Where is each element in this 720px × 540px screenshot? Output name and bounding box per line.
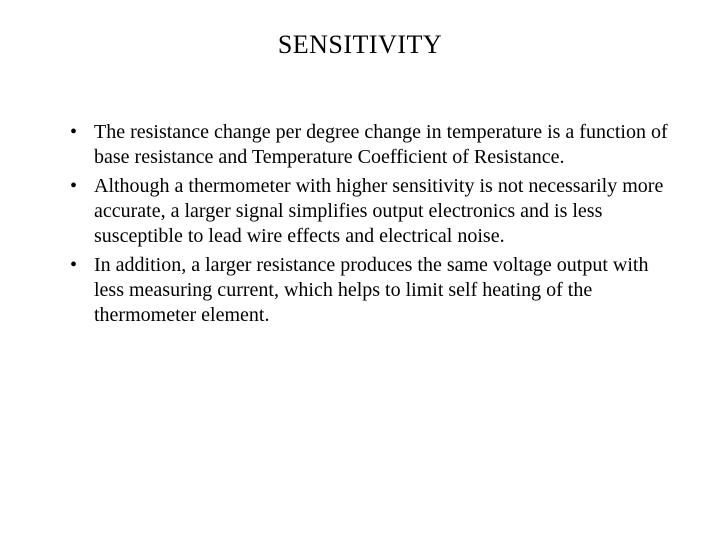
- list-item: In addition, a larger resistance produce…: [70, 253, 670, 328]
- bullet-list: The resistance change per degree change …: [50, 120, 670, 328]
- slide-title: SENSITIVITY: [50, 30, 670, 60]
- list-item: Although a thermometer with higher sensi…: [70, 174, 670, 249]
- list-item: The resistance change per degree change …: [70, 120, 670, 170]
